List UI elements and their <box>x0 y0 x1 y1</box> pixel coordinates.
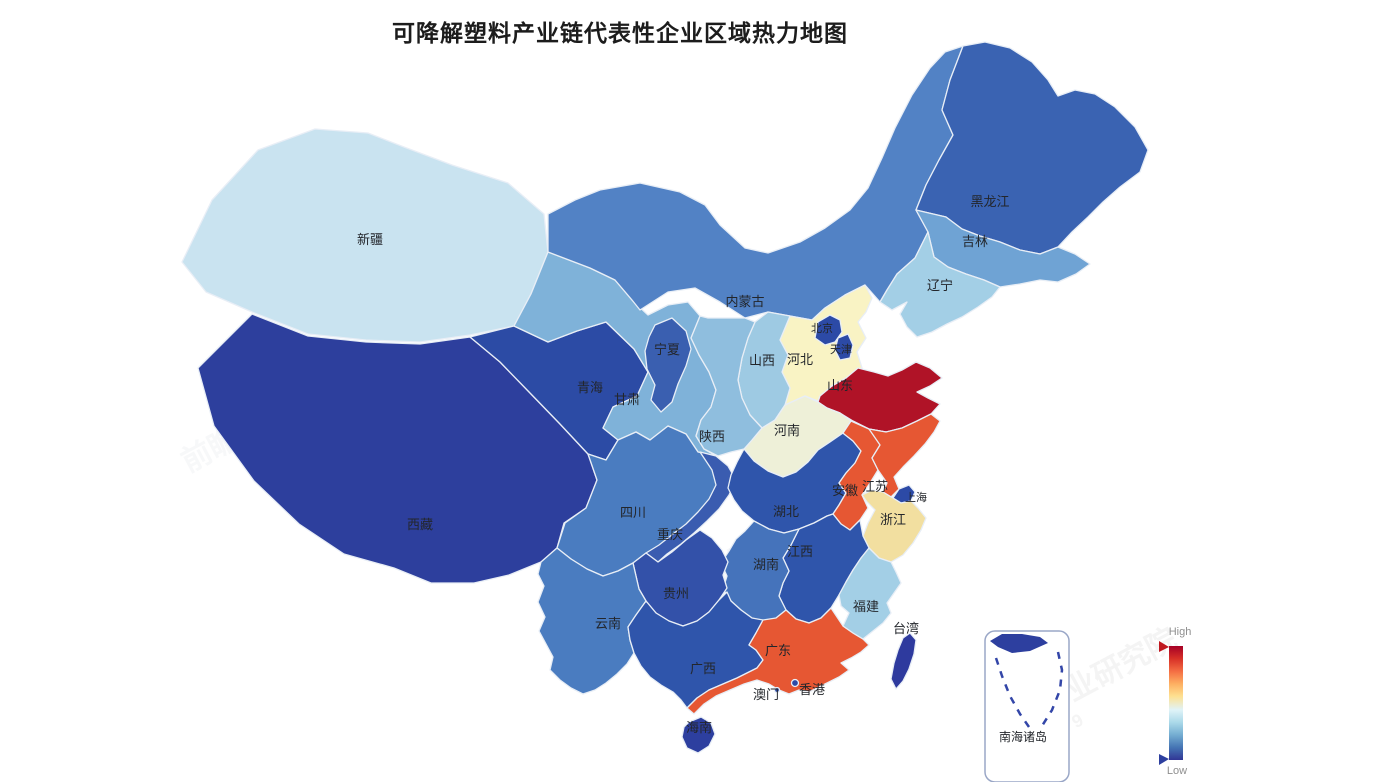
province-liaoning[interactable] <box>879 231 1001 338</box>
label-hubei: 湖北 <box>773 504 799 519</box>
province-ningxia[interactable] <box>644 317 692 413</box>
label-xizang: 西藏 <box>407 517 433 532</box>
label-jiangxi: 江西 <box>787 544 813 559</box>
inset-label: 南海诸岛 <box>999 729 1047 744</box>
province-jiangsu[interactable] <box>868 413 941 498</box>
heat-legend: High Low <box>1159 626 1191 777</box>
province-beijing[interactable] <box>814 314 843 346</box>
label-taiwan: 台湾 <box>893 621 919 636</box>
label-gansu: 甘肃 <box>614 392 640 407</box>
label-qinghai: 青海 <box>577 380 603 395</box>
province-labels: 新疆 西藏 青海 甘肃 内蒙古 黑龙江 吉林 辽宁 河北 北京 天津 山西 山东… <box>357 194 1010 735</box>
label-yunnan: 云南 <box>595 616 621 631</box>
label-shaanxi: 陕西 <box>699 429 725 444</box>
inset-label-bg <box>996 728 1050 744</box>
province-shandong[interactable] <box>817 361 943 433</box>
label-neimenggu: 内蒙古 <box>725 294 764 309</box>
label-guangxi: 广西 <box>690 661 716 676</box>
label-fujian: 福建 <box>853 599 879 614</box>
label-aomen: 澳门 <box>753 687 779 702</box>
label-hebei: 河北 <box>787 352 813 367</box>
province-shaanxi[interactable] <box>690 315 763 457</box>
label-zhejiang: 浙江 <box>880 512 906 527</box>
south-china-sea-inset: 南海诸岛 <box>984 630 1070 782</box>
legend-low-marker <box>1159 754 1169 765</box>
province-guangdong[interactable] <box>686 607 870 715</box>
label-guangdong: 广东 <box>765 643 791 658</box>
label-beijing: 北京 <box>811 321 833 335</box>
inset-coast-shape <box>990 634 1048 653</box>
legend-gradient-bar <box>1169 646 1183 760</box>
province-heilongjiang[interactable] <box>915 41 1149 255</box>
label-anhui: 安徽 <box>832 483 858 498</box>
label-xianggang: 香港 <box>799 682 825 697</box>
province-taiwan[interactable] <box>890 632 917 690</box>
province-aomen[interactable] <box>773 686 781 694</box>
label-hainan: 海南 <box>686 720 712 735</box>
label-henan: 河南 <box>774 423 800 438</box>
province-zhejiang[interactable] <box>861 489 927 563</box>
label-heilongjiang: 黑龙江 <box>970 194 1009 209</box>
label-ningxia: 宁夏 <box>654 342 680 357</box>
label-sichuan: 四川 <box>620 505 646 520</box>
label-chongqing: 重庆 <box>657 527 683 542</box>
province-yunnan[interactable] <box>537 547 647 695</box>
province-xianggang[interactable] <box>790 678 800 688</box>
label-shanxi: 山西 <box>749 353 775 368</box>
label-xinjiang: 新疆 <box>357 232 383 247</box>
label-tianjin: 天津 <box>830 343 852 356</box>
legend-high-marker <box>1159 641 1169 652</box>
page-title: 可降解塑料产业链代表性企业区域热力地图 <box>392 20 848 46</box>
legend-high-label: High <box>1169 626 1192 638</box>
label-shanghai: 上海 <box>905 490 927 504</box>
province-fujian[interactable] <box>838 547 902 640</box>
label-jiangsu: 江苏 <box>862 479 888 494</box>
inset-border <box>984 630 1070 782</box>
label-guizhou: 贵州 <box>663 586 689 601</box>
label-shandong: 山东 <box>827 378 853 393</box>
province-tianjin[interactable] <box>834 333 854 361</box>
legend-low-label: Low <box>1167 765 1187 777</box>
label-jilin: 吉林 <box>962 234 988 249</box>
label-liaoning: 辽宁 <box>927 278 953 293</box>
province-hainan[interactable] <box>681 716 716 754</box>
label-hunan: 湖南 <box>753 557 779 572</box>
